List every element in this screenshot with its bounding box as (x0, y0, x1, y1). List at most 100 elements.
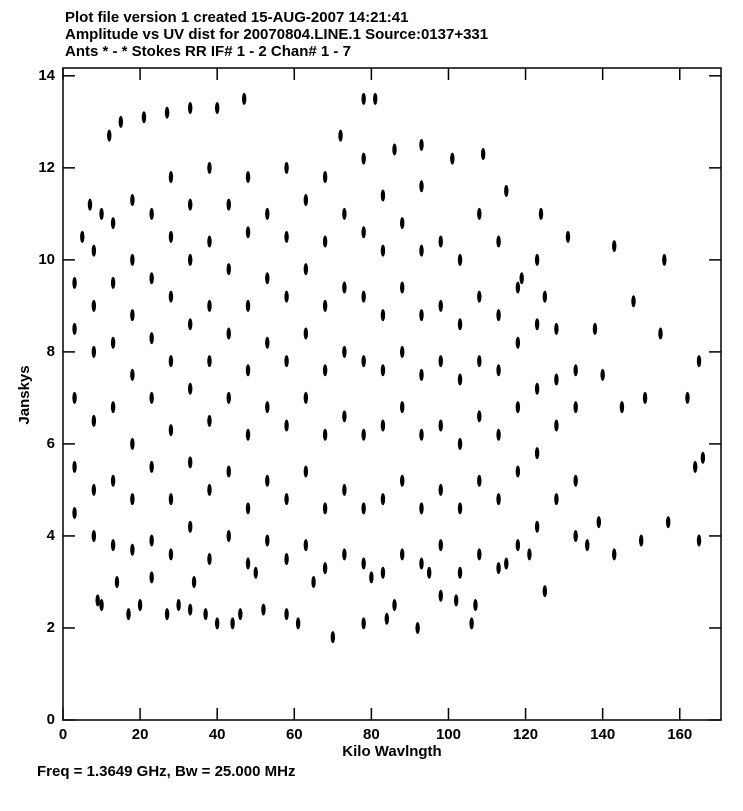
data-point (400, 281, 405, 294)
data-point (303, 539, 309, 552)
data-point (322, 299, 328, 312)
data-point (130, 309, 135, 322)
data-point (130, 543, 135, 556)
data-point (164, 106, 170, 119)
data-point (110, 217, 116, 230)
x-tick-label: 40 (209, 726, 226, 743)
data-point (245, 299, 251, 312)
data-point (685, 391, 690, 404)
data-point (322, 235, 328, 248)
x-tick-label: 20 (132, 726, 149, 743)
data-point (426, 566, 432, 579)
data-point (114, 575, 120, 588)
data-point (91, 414, 97, 427)
data-point (72, 506, 77, 519)
data-point (118, 115, 124, 128)
y-tick-label: 14 (38, 67, 55, 84)
data-point (168, 424, 174, 437)
data-point (496, 493, 501, 506)
data-point (600, 368, 605, 381)
data-point (419, 428, 424, 441)
data-point (692, 460, 698, 473)
data-point (130, 253, 135, 266)
data-point (207, 161, 212, 174)
x-tick-label: 60 (286, 726, 303, 743)
data-point (149, 391, 154, 404)
data-point (573, 529, 578, 542)
data-point (534, 382, 540, 395)
data-point (380, 189, 386, 202)
x-tick-label: 140 (590, 726, 615, 743)
x-tick-label: 100 (436, 726, 461, 743)
data-point (303, 194, 309, 207)
data-point (149, 272, 154, 285)
data-point (168, 230, 174, 243)
title-line: Plot file version 1 created 15-AUG-2007 … (65, 9, 409, 26)
data-point (450, 152, 455, 165)
data-point (665, 516, 671, 529)
data-point (130, 437, 135, 450)
data-point (91, 529, 97, 542)
data-point (438, 539, 443, 552)
data-point (496, 364, 501, 377)
data-point (188, 253, 193, 266)
data-point (226, 263, 231, 276)
data-point (342, 345, 347, 358)
data-point (303, 263, 309, 276)
data-point (245, 226, 251, 239)
data-point (380, 566, 386, 579)
y-tick-label: 6 (47, 435, 55, 452)
data-point (226, 529, 231, 542)
data-point (342, 281, 347, 294)
data-point (188, 456, 193, 469)
data-point (203, 608, 208, 621)
data-point (419, 368, 424, 381)
data-point (342, 410, 347, 423)
data-point (361, 617, 366, 630)
data-point (245, 171, 251, 184)
data-point (361, 92, 366, 105)
data-point (515, 336, 521, 349)
data-point (554, 493, 559, 506)
data-point (515, 401, 521, 414)
data-point (515, 539, 521, 552)
data-point (91, 345, 97, 358)
data-point (226, 198, 231, 211)
data-point (245, 502, 251, 515)
data-point (419, 244, 424, 257)
data-point (265, 207, 270, 220)
data-point (188, 520, 193, 533)
data-point (384, 612, 389, 625)
data-point (110, 336, 116, 349)
data-point (110, 401, 116, 414)
data-point (149, 207, 154, 220)
data-point (226, 465, 231, 478)
data-point (419, 502, 424, 515)
data-point (207, 355, 212, 368)
data-point (419, 180, 424, 193)
data-point (245, 364, 251, 377)
data-point (72, 460, 77, 473)
data-point (361, 355, 366, 368)
data-point (141, 111, 147, 124)
data-point (496, 428, 501, 441)
data-point (438, 235, 443, 248)
data-point (265, 474, 270, 487)
data-point (284, 419, 289, 432)
data-point (361, 428, 366, 441)
data-point (361, 152, 366, 165)
y-tick-label: 4 (47, 527, 56, 544)
data-point (496, 235, 501, 248)
data-point (477, 548, 482, 561)
data-point (168, 493, 174, 506)
data-point (207, 414, 212, 427)
data-point (322, 364, 328, 377)
data-point (80, 230, 85, 243)
y-tick-label: 8 (47, 343, 55, 360)
data-point (241, 92, 247, 105)
data-point (207, 235, 212, 248)
data-point (400, 474, 405, 487)
data-point (230, 617, 235, 630)
data-point (226, 391, 231, 404)
data-point (72, 322, 77, 335)
